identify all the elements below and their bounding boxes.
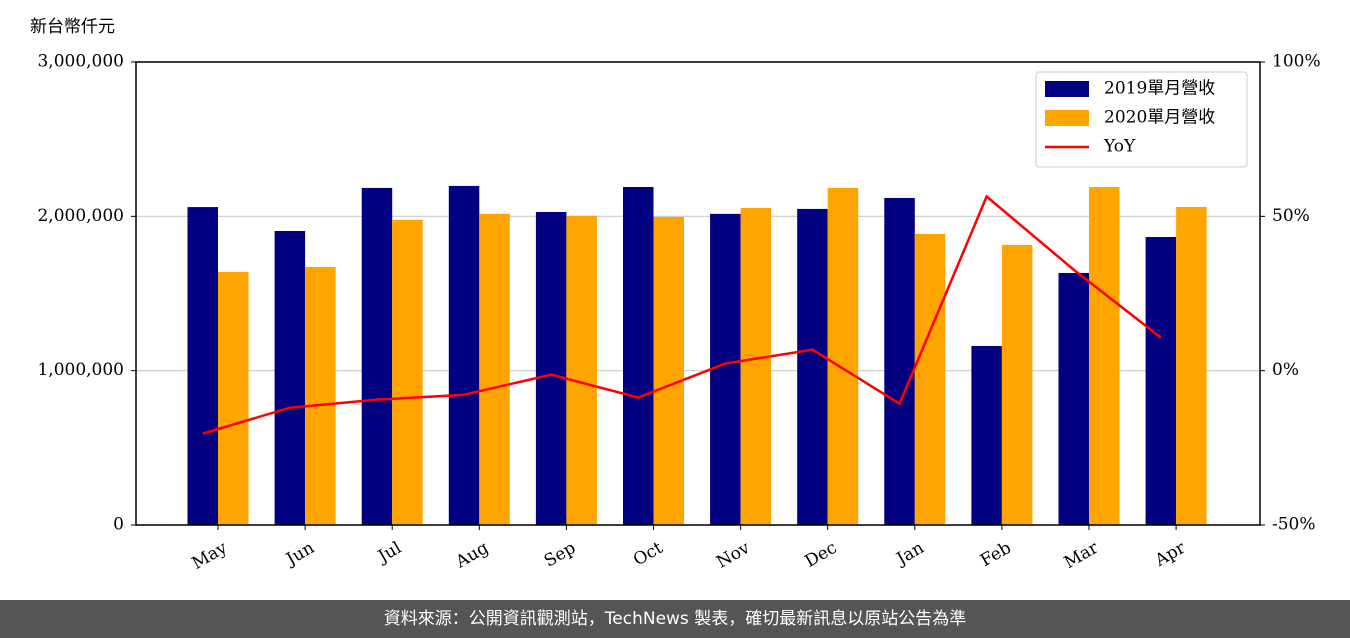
bar [1089, 187, 1120, 525]
bar [971, 345, 1002, 525]
legend-label: 2019單月營收 [1104, 79, 1215, 99]
x-tick-label: Feb [977, 538, 1015, 571]
x-tick-label: Apr [1151, 537, 1190, 571]
y2-tick-label: 0% [1272, 360, 1299, 380]
y2-tick-label: 100% [1272, 52, 1321, 72]
y2-tick-label: -50% [1272, 515, 1316, 535]
bar [535, 212, 567, 525]
bar [187, 207, 218, 525]
y-tick-label: 1,000,000 [37, 360, 124, 380]
x-tick-label: Mar [1061, 537, 1103, 573]
y-tick-label: 3,000,000 [37, 52, 124, 72]
bar [1001, 244, 1033, 525]
legend-label: 2020單月營收 [1104, 108, 1215, 128]
bar [884, 197, 915, 526]
legend-label: YoY [1103, 137, 1136, 157]
bar [392, 219, 423, 525]
x-tick-label: Sep [541, 538, 579, 572]
legend: 2019單月營收 2020單月營收 YoY [1035, 71, 1248, 168]
x-tick-label: Jul [373, 538, 405, 568]
bar [740, 207, 772, 525]
bar [361, 187, 393, 525]
bar [797, 208, 828, 525]
bar [914, 233, 946, 525]
y-tick-label: 2,000,000 [37, 206, 124, 226]
bar [1176, 206, 1207, 525]
legend-swatch [1045, 81, 1089, 97]
y2-tick-label: 50% [1272, 206, 1310, 226]
bar [448, 185, 480, 525]
x-tick-label: Jan [892, 538, 928, 570]
x-tick-label: May [189, 538, 232, 574]
bar [827, 187, 859, 525]
bar [710, 213, 741, 525]
bar [305, 266, 336, 525]
bar [623, 187, 654, 525]
chart: 新台幣仟元 0 1,000,000 2,000,000 3,000,000 -50% 0%… [30, 17, 1321, 574]
x-tick-label: Aug [452, 538, 493, 573]
x-tick-label: Oct [630, 538, 666, 571]
bar [479, 213, 510, 525]
legend-swatch [1045, 110, 1089, 126]
line [202, 194, 1162, 435]
x-tick-label: Dec [802, 538, 841, 572]
y-axis-label: 新台幣仟元 [30, 17, 115, 37]
x-tick-label: Jun [281, 538, 318, 571]
bar [218, 271, 249, 525]
footer: 資料來源：公開資訊觀測站，TechNews 製表，確切最新訊息以原站公告為準 [0, 600, 1350, 638]
y-tick-label: 0 [113, 515, 124, 535]
x-tick-label: Nov [713, 538, 753, 573]
bar [653, 216, 684, 525]
bar [1145, 237, 1177, 525]
plot-frame [135, 61, 1261, 526]
bar [274, 230, 306, 525]
bar [566, 215, 597, 525]
bar [1058, 272, 1089, 525]
